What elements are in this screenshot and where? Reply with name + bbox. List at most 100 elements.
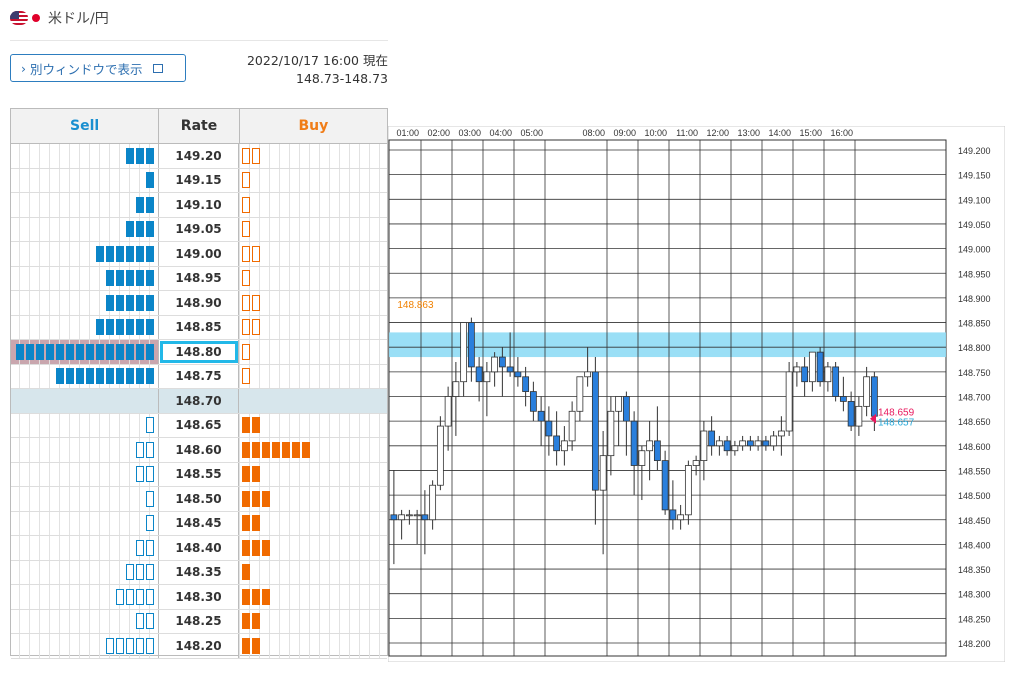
- highlight-band: [389, 332, 946, 358]
- order-book-row: 148.90: [11, 291, 387, 316]
- order-book-row: 148.65: [11, 413, 387, 438]
- candle-body: [754, 440, 762, 447]
- candle-body: [591, 371, 599, 491]
- buy-volume: [239, 413, 387, 437]
- current-rate: 148.73-148.73: [296, 71, 388, 86]
- candle-body: [576, 376, 584, 412]
- y-tick-label: 148.900: [958, 294, 991, 304]
- timestamp-block: 2022/10/17 16:00 現在 148.73-148.73: [247, 52, 388, 88]
- buy-volume: [239, 462, 387, 486]
- y-tick-label: 148.750: [958, 368, 991, 378]
- header-divider: [10, 40, 388, 41]
- buy-volume: [239, 193, 387, 217]
- buy-block: [242, 147, 250, 164]
- sell-block: [26, 343, 34, 360]
- sell-header: Sell: [11, 109, 160, 143]
- buy-block: [292, 441, 300, 458]
- candle-body: [467, 322, 475, 368]
- buy-block: [242, 613, 250, 630]
- buy-block: [252, 147, 260, 164]
- sell-volume: [11, 389, 159, 413]
- sell-block: [116, 245, 124, 262]
- candle-body: [785, 371, 793, 432]
- candle-body: [669, 509, 677, 521]
- sell-block: [136, 294, 144, 311]
- y-tick-label: 148.250: [958, 614, 991, 624]
- rate-cell: 148.25: [159, 609, 239, 633]
- buy-block: [242, 343, 250, 360]
- candle-body: [436, 425, 444, 486]
- sell-block: [126, 564, 134, 581]
- candle-body: [870, 376, 878, 417]
- y-tick-label: 148.500: [958, 491, 991, 501]
- sell-block: [126, 294, 134, 311]
- buy-volume: [239, 266, 387, 290]
- buy-volume: [239, 438, 387, 462]
- order-book-row: 148.70: [11, 389, 387, 414]
- candle-body: [514, 371, 522, 378]
- rate-cell: 149.10: [159, 193, 239, 217]
- buy-block: [252, 245, 260, 262]
- sell-block: [136, 441, 144, 458]
- candle-body: [793, 366, 801, 373]
- sell-block: [146, 368, 154, 385]
- candle-body: [855, 405, 863, 427]
- candle-body: [715, 440, 723, 447]
- buy-block: [262, 539, 270, 556]
- sell-block: [146, 245, 154, 262]
- buy-volume: [239, 634, 387, 658]
- buy-block: [242, 637, 250, 654]
- sell-block: [136, 613, 144, 630]
- sell-block: [96, 343, 104, 360]
- sell-block: [146, 147, 154, 164]
- buy-block: [252, 417, 260, 434]
- x-tick-label: 09:00: [613, 128, 636, 138]
- sell-volume: [11, 536, 159, 560]
- sell-block: [146, 515, 154, 532]
- candle-body: [522, 376, 530, 392]
- sell-block: [136, 221, 144, 238]
- y-tick-label: 148.200: [958, 639, 991, 649]
- candle-body: [452, 381, 460, 397]
- sell-block: [86, 368, 94, 385]
- order-book-row: 148.45: [11, 511, 387, 536]
- sell-volume: [11, 315, 159, 339]
- sell-block: [126, 319, 134, 336]
- sell-block: [96, 368, 104, 385]
- sell-block: [146, 490, 154, 507]
- candle-body: [762, 440, 770, 447]
- buy-volume: [239, 217, 387, 241]
- sell-volume: [11, 217, 159, 241]
- candle-body: [677, 514, 685, 521]
- order-book-row: 148.80: [11, 340, 387, 365]
- x-tick-label: 11:00: [676, 128, 698, 138]
- x-tick-label: 13:00: [737, 128, 760, 138]
- sell-block: [116, 319, 124, 336]
- order-book-row: 149.00: [11, 242, 387, 267]
- buy-block: [262, 588, 270, 605]
- candle-body: [661, 460, 669, 511]
- rate-cell: 148.30: [159, 585, 239, 609]
- buy-volume: [239, 609, 387, 633]
- chevron-right-icon: ›: [21, 60, 26, 76]
- sell-block: [146, 564, 154, 581]
- candle-body: [816, 351, 824, 383]
- sell-block: [136, 245, 144, 262]
- sell-block: [76, 368, 84, 385]
- buy-block: [242, 490, 250, 507]
- buy-block: [242, 515, 250, 532]
- sell-block: [126, 637, 134, 654]
- buy-volume: [239, 291, 387, 315]
- order-book-row: 148.40: [11, 536, 387, 561]
- open-new-window-button[interactable]: › 別ウィンドウで表示: [10, 54, 186, 82]
- candle-body: [615, 396, 623, 412]
- rate-cell: 148.60: [159, 438, 239, 462]
- candle-body: [746, 440, 754, 447]
- sell-block: [106, 270, 114, 287]
- candle-body: [506, 366, 514, 373]
- order-book-row: 148.95: [11, 266, 387, 291]
- sell-volume: [11, 168, 159, 192]
- sell-block: [116, 270, 124, 287]
- sell-block: [146, 221, 154, 238]
- candle-body: [529, 391, 537, 412]
